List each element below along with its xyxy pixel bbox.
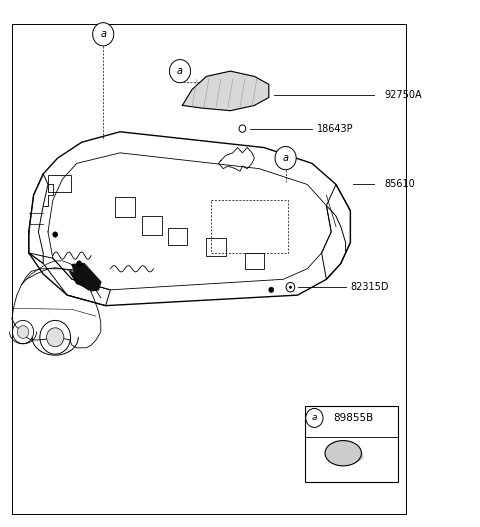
Circle shape xyxy=(306,408,323,427)
Circle shape xyxy=(17,326,29,338)
Text: 85610: 85610 xyxy=(384,180,415,189)
Circle shape xyxy=(53,232,58,237)
Polygon shape xyxy=(70,271,91,289)
Text: 18643P: 18643P xyxy=(317,124,353,133)
Bar xyxy=(206,238,226,256)
Text: a: a xyxy=(312,413,317,423)
Circle shape xyxy=(93,23,114,46)
Bar xyxy=(48,175,71,192)
Circle shape xyxy=(275,147,296,170)
FancyBboxPatch shape xyxy=(305,406,398,482)
Polygon shape xyxy=(72,264,101,291)
Circle shape xyxy=(169,60,191,83)
Text: 92750A: 92750A xyxy=(384,90,421,100)
Bar xyxy=(245,253,264,269)
Text: a: a xyxy=(100,30,106,39)
Text: 89855B: 89855B xyxy=(334,413,374,423)
Text: a: a xyxy=(177,66,183,76)
Polygon shape xyxy=(182,71,269,111)
Circle shape xyxy=(77,261,82,266)
Circle shape xyxy=(269,287,274,292)
Bar xyxy=(168,228,187,245)
Circle shape xyxy=(289,286,292,289)
Bar xyxy=(142,216,162,235)
Polygon shape xyxy=(74,270,94,290)
Circle shape xyxy=(47,328,64,347)
Text: a: a xyxy=(283,153,288,163)
Ellipse shape xyxy=(325,449,364,464)
Bar xyxy=(115,197,135,217)
Ellipse shape xyxy=(325,441,361,466)
Text: 82315D: 82315D xyxy=(350,282,389,292)
